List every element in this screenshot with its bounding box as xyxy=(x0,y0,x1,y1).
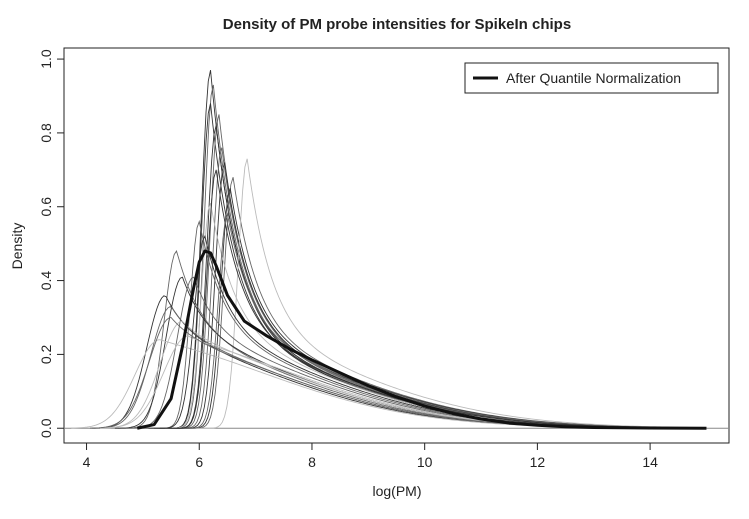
x-tick-label: 12 xyxy=(530,454,546,470)
density-curve xyxy=(162,114,706,429)
legend: After Quantile Normalization xyxy=(464,62,719,94)
y-tick-label: 0.0 xyxy=(38,418,54,438)
density-curve xyxy=(154,103,707,429)
x-tick-label: 6 xyxy=(195,454,203,470)
y-axis-label: Density xyxy=(9,223,25,270)
density-curve xyxy=(173,188,706,429)
quantile-normalized-curve xyxy=(136,249,707,430)
density-curve xyxy=(71,339,705,429)
density-curve xyxy=(159,125,706,429)
x-tick-label: 14 xyxy=(642,454,658,470)
series-layer xyxy=(71,70,707,430)
legend-entry-label: After Quantile Normalization xyxy=(506,70,681,86)
density-curve xyxy=(154,70,707,429)
y-tick-label: 1.0 xyxy=(38,49,54,69)
density-curve xyxy=(156,84,705,429)
legend-box xyxy=(464,62,719,94)
density-curve xyxy=(165,147,707,429)
y-axis: 0.0 0.2 0.4 0.6 0.8 1.0 xyxy=(38,49,64,438)
density-curve xyxy=(100,335,705,429)
y-tick-label: 0.2 xyxy=(38,344,54,364)
x-axis: 4 6 8 10 12 14 xyxy=(83,443,658,470)
y-tick-label: 0.6 xyxy=(38,197,54,217)
x-tick-label: 4 xyxy=(83,454,91,470)
plot-frame xyxy=(63,47,730,444)
y-tick-label: 0.8 xyxy=(38,123,54,143)
x-tick-label: 10 xyxy=(417,454,433,470)
x-tick-label: 8 xyxy=(308,454,316,470)
density-curve xyxy=(171,212,706,429)
density-curve xyxy=(168,162,705,429)
density-curve xyxy=(190,158,705,429)
x-axis-label: log(PM) xyxy=(372,483,421,499)
chart-title: Density of PM probe intensities for Spik… xyxy=(223,16,571,33)
density-curve xyxy=(148,234,706,429)
y-tick-label: 0.4 xyxy=(38,271,54,291)
